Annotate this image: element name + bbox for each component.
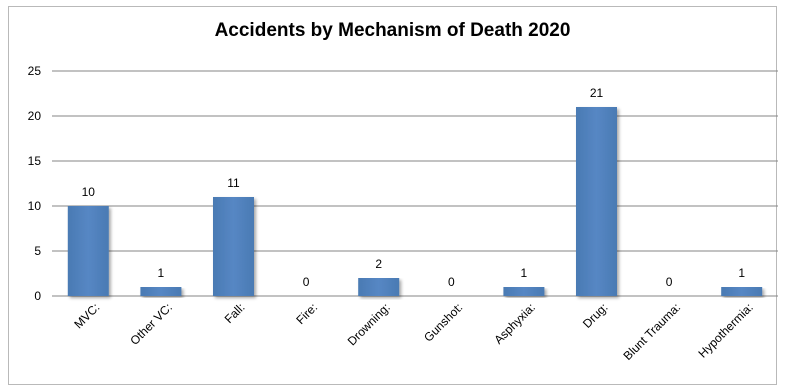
data-label: 0 (303, 275, 310, 289)
bar-2 (213, 197, 254, 296)
bars (67, 107, 763, 296)
bar-4 (358, 278, 400, 296)
y-tick-label: 5 (34, 244, 41, 258)
y-tick-label: 0 (34, 289, 41, 303)
x-tick-label: Fire: (293, 300, 320, 327)
bar-0 (67, 206, 109, 296)
data-label: 1 (158, 266, 165, 280)
bar-7 (576, 107, 617, 296)
data-label: 10 (82, 185, 96, 199)
data-label: 11 (227, 176, 240, 190)
data-label: 0 (666, 275, 673, 289)
x-tick-label: MVC: (71, 300, 102, 331)
x-tick-label: Drowning: (345, 300, 393, 348)
data-label: 0 (448, 275, 455, 289)
x-tick-label: Hypothermia: (695, 300, 755, 360)
x-tick-label: Drug: (580, 300, 611, 331)
x-tick-label: Fall: (222, 300, 248, 326)
chart-title: Accidents by Mechanism of Death 2020 (214, 20, 571, 41)
y-axis-ticks: 0 5 10 15 20 25 (28, 64, 42, 303)
data-label: 2 (375, 257, 382, 271)
bar-9 (721, 287, 763, 296)
bar-6 (503, 287, 545, 296)
y-tick-label: 20 (28, 109, 42, 123)
x-tick-label: Asphyxia: (491, 300, 538, 347)
y-tick-label: 25 (28, 64, 42, 78)
data-label: 21 (590, 86, 604, 100)
x-tick-label: Blunt Trauma: (620, 300, 683, 363)
x-tick-label: Other VC: (127, 300, 175, 348)
bar-1 (140, 287, 182, 296)
x-axis-categories: MVC: Other VC: Fall: Fire: Drowning: Gunshot:… (71, 300, 756, 363)
data-label: 1 (521, 266, 528, 280)
chart-frame (8, 6, 777, 385)
x-tick-label: Gunshot: (421, 300, 465, 344)
y-tick-label: 15 (28, 154, 42, 168)
gridlines (52, 70, 778, 297)
y-tick-label: 10 (28, 199, 42, 213)
data-label: 1 (738, 266, 745, 280)
